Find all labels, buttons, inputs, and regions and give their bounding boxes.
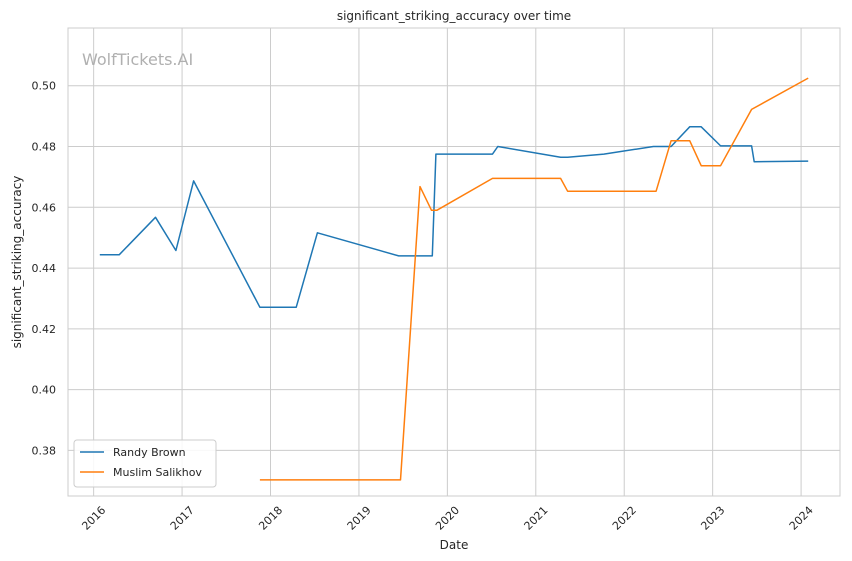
x-tick-label: 2024	[787, 504, 816, 533]
y-axis-ticks: 0.38 0.40 0.42 0.44 0.46 0.48 0.50	[32, 80, 57, 458]
watermark: WolfTickets.AI	[82, 50, 193, 69]
chart-title: significant_striking_accuracy over time	[337, 9, 571, 23]
legend: Randy Brown Muslim Salikhov	[73, 439, 217, 488]
legend-label: Randy Brown	[113, 446, 186, 459]
legend-label: Muslim Salikhov	[113, 466, 202, 479]
series-line	[99, 126, 809, 309]
y-axis-label: significant_striking_accuracy	[10, 176, 24, 349]
x-tick-label: 2021	[522, 504, 551, 533]
legend-box	[73, 439, 217, 488]
x-tick-label: 2023	[698, 504, 727, 533]
x-axis-ticks: 2016 2017 2018 2019 2020 2021 2022 2023 2024	[79, 504, 815, 533]
x-tick-label: 2020	[433, 504, 462, 533]
y-tick-label: 0.40	[32, 384, 57, 397]
x-axis-label: Date	[440, 538, 469, 552]
y-tick-label: 0.48	[32, 141, 57, 154]
x-tick-label: 2016	[79, 504, 108, 533]
y-tick-label: 0.42	[32, 323, 57, 336]
x-tick-label: 2022	[610, 504, 639, 533]
series-line	[259, 77, 809, 481]
plot-background	[68, 28, 840, 496]
plot-border	[67, 27, 841, 497]
series-layer	[99, 77, 809, 481]
y-tick-label: 0.50	[32, 80, 57, 93]
y-tick-label: 0.38	[32, 444, 57, 457]
plot-area	[68, 28, 840, 496]
y-tick-label: 0.46	[32, 201, 57, 214]
x-tick-label: 2019	[345, 504, 374, 533]
grid-lines	[68, 28, 840, 496]
x-tick-label: 2018	[256, 504, 285, 533]
x-tick-label: 2017	[168, 504, 197, 533]
plot-frame	[67, 27, 841, 497]
y-tick-label: 0.44	[32, 262, 57, 275]
